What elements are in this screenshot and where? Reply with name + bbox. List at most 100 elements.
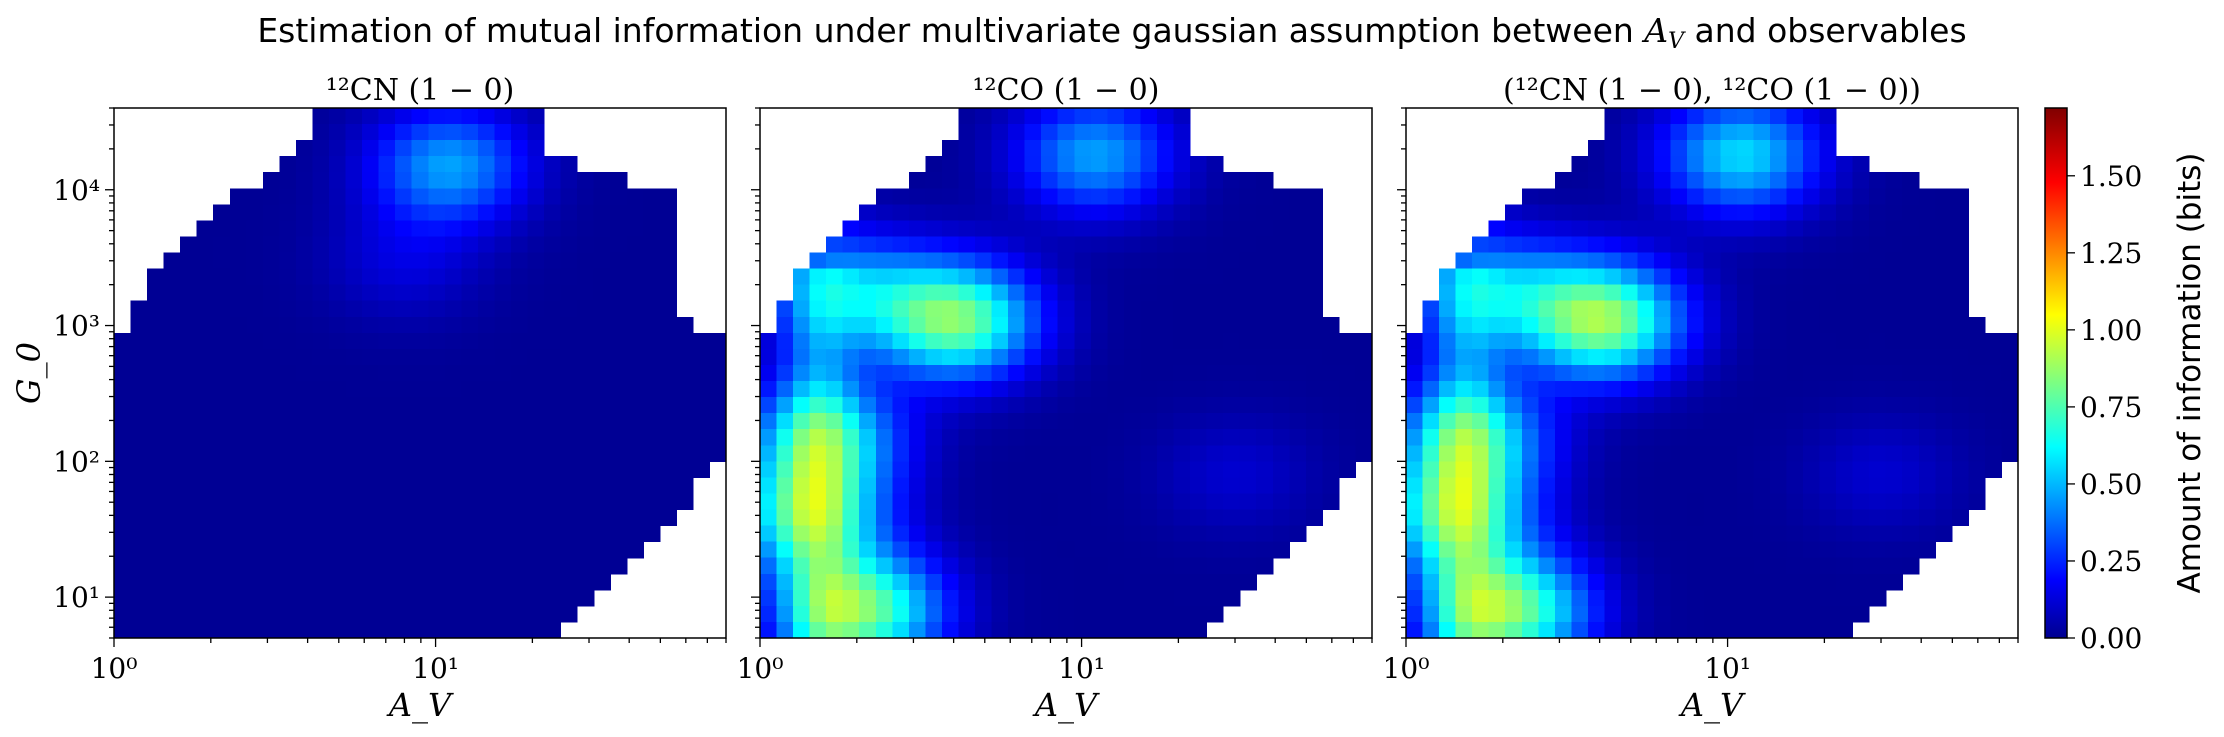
heatmap-cell xyxy=(1123,300,1142,318)
heatmap-cell xyxy=(1554,445,1572,462)
heatmap-cell xyxy=(1223,493,1241,511)
heatmap-cell xyxy=(1057,429,1075,446)
heatmap-cell xyxy=(793,525,811,543)
heatmap-cell xyxy=(1521,557,1539,575)
heatmap-cell xyxy=(1173,140,1191,157)
heatmap-cell xyxy=(1472,589,1490,607)
heatmap-cell xyxy=(659,204,677,222)
heatmap-cell xyxy=(1621,268,1639,286)
heatmap-cell xyxy=(1703,589,1721,607)
heatmap-cell xyxy=(1256,477,1274,495)
heatmap-cell xyxy=(593,397,611,414)
heatmap-cell xyxy=(147,541,165,559)
heatmap-cell xyxy=(1074,445,1092,462)
heatmap-cell xyxy=(793,509,811,527)
y-axis xyxy=(751,107,760,639)
heatmap-cell xyxy=(527,236,545,254)
heatmap-cell xyxy=(1057,332,1075,350)
heatmap-cell xyxy=(1406,445,1424,462)
heatmap-cell xyxy=(1008,172,1026,189)
heatmap-cell xyxy=(1869,348,1887,366)
heatmap-cell xyxy=(395,509,413,527)
heatmap-cell xyxy=(1406,429,1424,446)
heatmap-cell xyxy=(329,557,347,575)
heatmap-cell xyxy=(196,541,214,559)
heatmap-cell xyxy=(1173,461,1191,478)
heatmap-cell xyxy=(477,525,496,543)
heatmap-cell xyxy=(1140,220,1158,238)
heatmap-cell xyxy=(1455,252,1473,270)
heatmap-cell xyxy=(362,348,380,366)
heatmap-cell xyxy=(312,509,330,527)
heatmap-cell xyxy=(1753,573,1771,591)
heatmap-cell xyxy=(428,188,446,205)
heatmap-cell xyxy=(1074,461,1092,478)
heatmap-cell xyxy=(1322,364,1340,382)
heatmap-cell xyxy=(1802,525,1821,543)
heatmap-cell xyxy=(1140,300,1158,318)
heatmap-cell xyxy=(1637,413,1655,430)
heatmap-cell xyxy=(1505,268,1523,286)
heatmap-cell xyxy=(593,188,611,205)
heatmap-cell xyxy=(793,397,811,414)
heatmap-cell xyxy=(180,525,198,543)
heatmap-cell xyxy=(1703,445,1721,462)
heatmap-cell xyxy=(1322,316,1340,334)
heatmap-cell xyxy=(925,348,943,366)
heatmap-cell xyxy=(494,413,512,430)
heatmap-cell xyxy=(577,413,595,430)
heatmap-cell xyxy=(130,429,148,446)
heatmap-cell xyxy=(1256,284,1274,302)
heatmap-cell xyxy=(1753,605,1771,623)
heatmap-cell xyxy=(626,268,644,286)
heatmap-cell xyxy=(1223,429,1241,446)
heatmap-cell xyxy=(1538,348,1556,366)
heatmap-cell xyxy=(1819,461,1837,478)
heatmap-cell xyxy=(1736,557,1754,575)
heatmap-cell xyxy=(1984,461,2003,478)
heatmap-cell xyxy=(147,445,165,462)
heatmap-cell xyxy=(975,557,993,575)
heatmap-cell xyxy=(593,461,611,478)
heatmap-cell xyxy=(246,429,264,446)
heatmap-cell xyxy=(1439,332,1457,350)
heatmap-cell xyxy=(1156,220,1175,238)
heatmap-cell xyxy=(875,332,893,350)
heatmap-cell xyxy=(1123,493,1142,511)
heatmap-cell xyxy=(1604,605,1622,623)
heatmap-cell xyxy=(1123,140,1142,157)
heatmap-cell xyxy=(1173,525,1191,543)
heatmap-cell xyxy=(527,220,545,238)
heatmap-cell xyxy=(1769,284,1788,302)
heatmap-cell xyxy=(362,140,380,157)
heatmap-cell xyxy=(378,541,396,559)
heatmap-cell xyxy=(114,364,132,382)
heatmap-cell xyxy=(925,589,943,607)
heatmap-cell xyxy=(114,332,132,350)
heatmap-cell xyxy=(461,364,479,382)
heatmap-cell xyxy=(1239,300,1257,318)
heatmap-cell xyxy=(659,461,677,478)
heatmap-cell xyxy=(1156,332,1175,350)
heatmap-cell xyxy=(610,252,628,270)
heatmap-cell xyxy=(643,348,661,366)
heatmap-cell xyxy=(1769,509,1788,527)
heatmap-cell xyxy=(1984,429,2003,446)
heatmap-cell xyxy=(1256,413,1274,430)
heatmap-cell xyxy=(1935,413,1953,430)
heatmap-cell xyxy=(1123,541,1142,559)
heatmap-cell xyxy=(975,284,993,302)
heatmap-cell xyxy=(593,557,611,575)
heatmap-cell xyxy=(279,413,297,430)
heatmap-cell xyxy=(329,461,347,478)
heatmap-cell xyxy=(1505,525,1523,543)
heatmap-cell xyxy=(279,557,297,575)
y-tick-label: 10³ xyxy=(53,310,100,343)
heatmap-cell xyxy=(1223,573,1241,591)
heatmap-cell xyxy=(1753,236,1771,254)
heatmap-cell xyxy=(1190,172,1208,189)
heatmap-cell xyxy=(1024,300,1042,318)
heatmap-cell xyxy=(1918,445,1936,462)
heatmap-cell xyxy=(246,573,264,591)
heatmap-cell xyxy=(643,525,661,543)
